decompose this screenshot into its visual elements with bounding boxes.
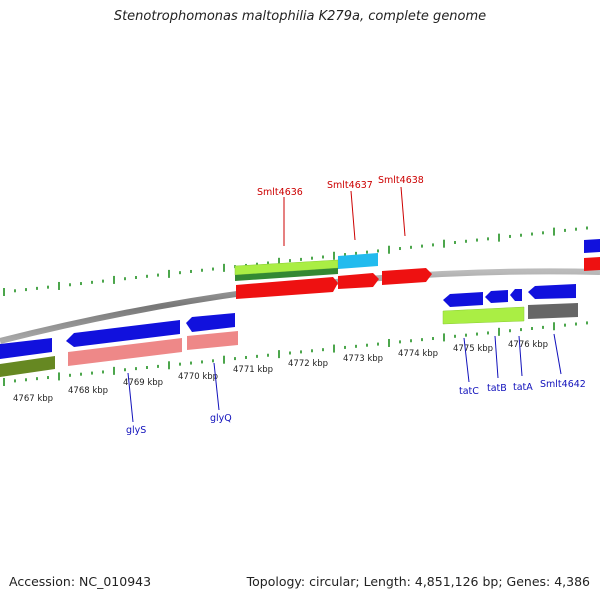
gene-label-smlt4637[interactable]: Smlt4637 [327,180,373,191]
gene-label-tata[interactable]: tatA [513,382,533,393]
gene-label-smlt4638[interactable]: Smlt4638 [378,175,424,186]
gene-label-smlt4642[interactable]: Smlt4642 [540,379,586,390]
kbp-label: 4767 kbp [13,394,53,404]
gene-tata-arrow[interactable] [510,289,522,301]
gene-glys-arrow[interactable] [66,320,180,347]
leader-line [463,337,470,383]
feature-cyan-bar[interactable] [338,253,378,269]
gene-label-smlt4636[interactable]: Smlt4636 [257,187,303,198]
gene-label-tatc[interactable]: tatC [459,386,479,397]
tick-track-lower [3,321,588,386]
kbp-label: 4770 kbp [178,372,218,382]
feature-track-upper [234,239,600,299]
gene-right-edge-red[interactable] [584,257,600,271]
kbp-axis-labels: 4767 kbp 4768 kbp 4769 kbp 4770 kbp 4771… [13,340,548,404]
gene-right-edge-blue[interactable] [584,239,600,253]
kbp-label: 4772 kbp [288,359,328,369]
gene-smlt4637-arrow[interactable] [338,273,379,289]
gene-left-edge-olive[interactable] [0,356,55,377]
leader-line [350,190,356,241]
kbp-label: 4775 kbp [453,344,493,354]
kbp-label: 4773 kbp [343,354,383,364]
feature-track-lower [0,284,578,377]
leader-line [553,333,562,375]
map-title: Stenotrophomonas maltophilia K279a, comp… [113,9,487,24]
gene-tatb-arrow[interactable] [485,290,508,303]
gene-label-glys[interactable]: glyS [126,425,146,436]
tick-track-upper [3,226,588,296]
leader-line [518,335,523,377]
gene-tatc-arrow[interactable] [443,292,483,307]
leader-line [494,335,499,379]
feature-darkgreen-bar[interactable] [235,268,338,281]
gene-label-glyq[interactable]: glyQ [210,413,232,424]
gene-glys-pink-bar[interactable] [68,338,182,366]
feature-lightgreen-lower-bar[interactable] [442,306,525,325]
gene-glyq-pink-bar[interactable] [187,331,238,350]
kbp-label: 4776 kbp [508,340,548,350]
leader-line [213,362,220,411]
gene-left-edge-blue[interactable] [0,338,52,359]
kbp-label: 4774 kbp [398,349,438,359]
gene-glyq-arrow[interactable] [186,313,235,332]
leader-line [127,372,134,423]
kbp-label: 4768 kbp [68,386,108,396]
gene-label-tatb[interactable]: tatB [487,383,507,394]
gene-labels-lower: glyS glyQ tatC tatB tatA Smlt4642 [126,333,586,436]
gene-labels-upper: Smlt4636 Smlt4637 Smlt4638 [257,175,424,246]
kbp-label: 4769 kbp [123,378,163,388]
accession-text: Accession: NC_010943 [9,574,152,589]
kbp-label: 4771 kbp [233,365,273,375]
gene-smlt4638-arrow[interactable] [382,268,432,285]
gene-smlt4636-arrow[interactable] [236,277,338,299]
feature-gray-bar[interactable] [528,303,578,319]
gene-smlt4642-arrow[interactable] [528,284,576,299]
genome-summary-text: Topology: circular; Length: 4,851,126 bp… [246,574,590,589]
leader-line [400,186,406,237]
